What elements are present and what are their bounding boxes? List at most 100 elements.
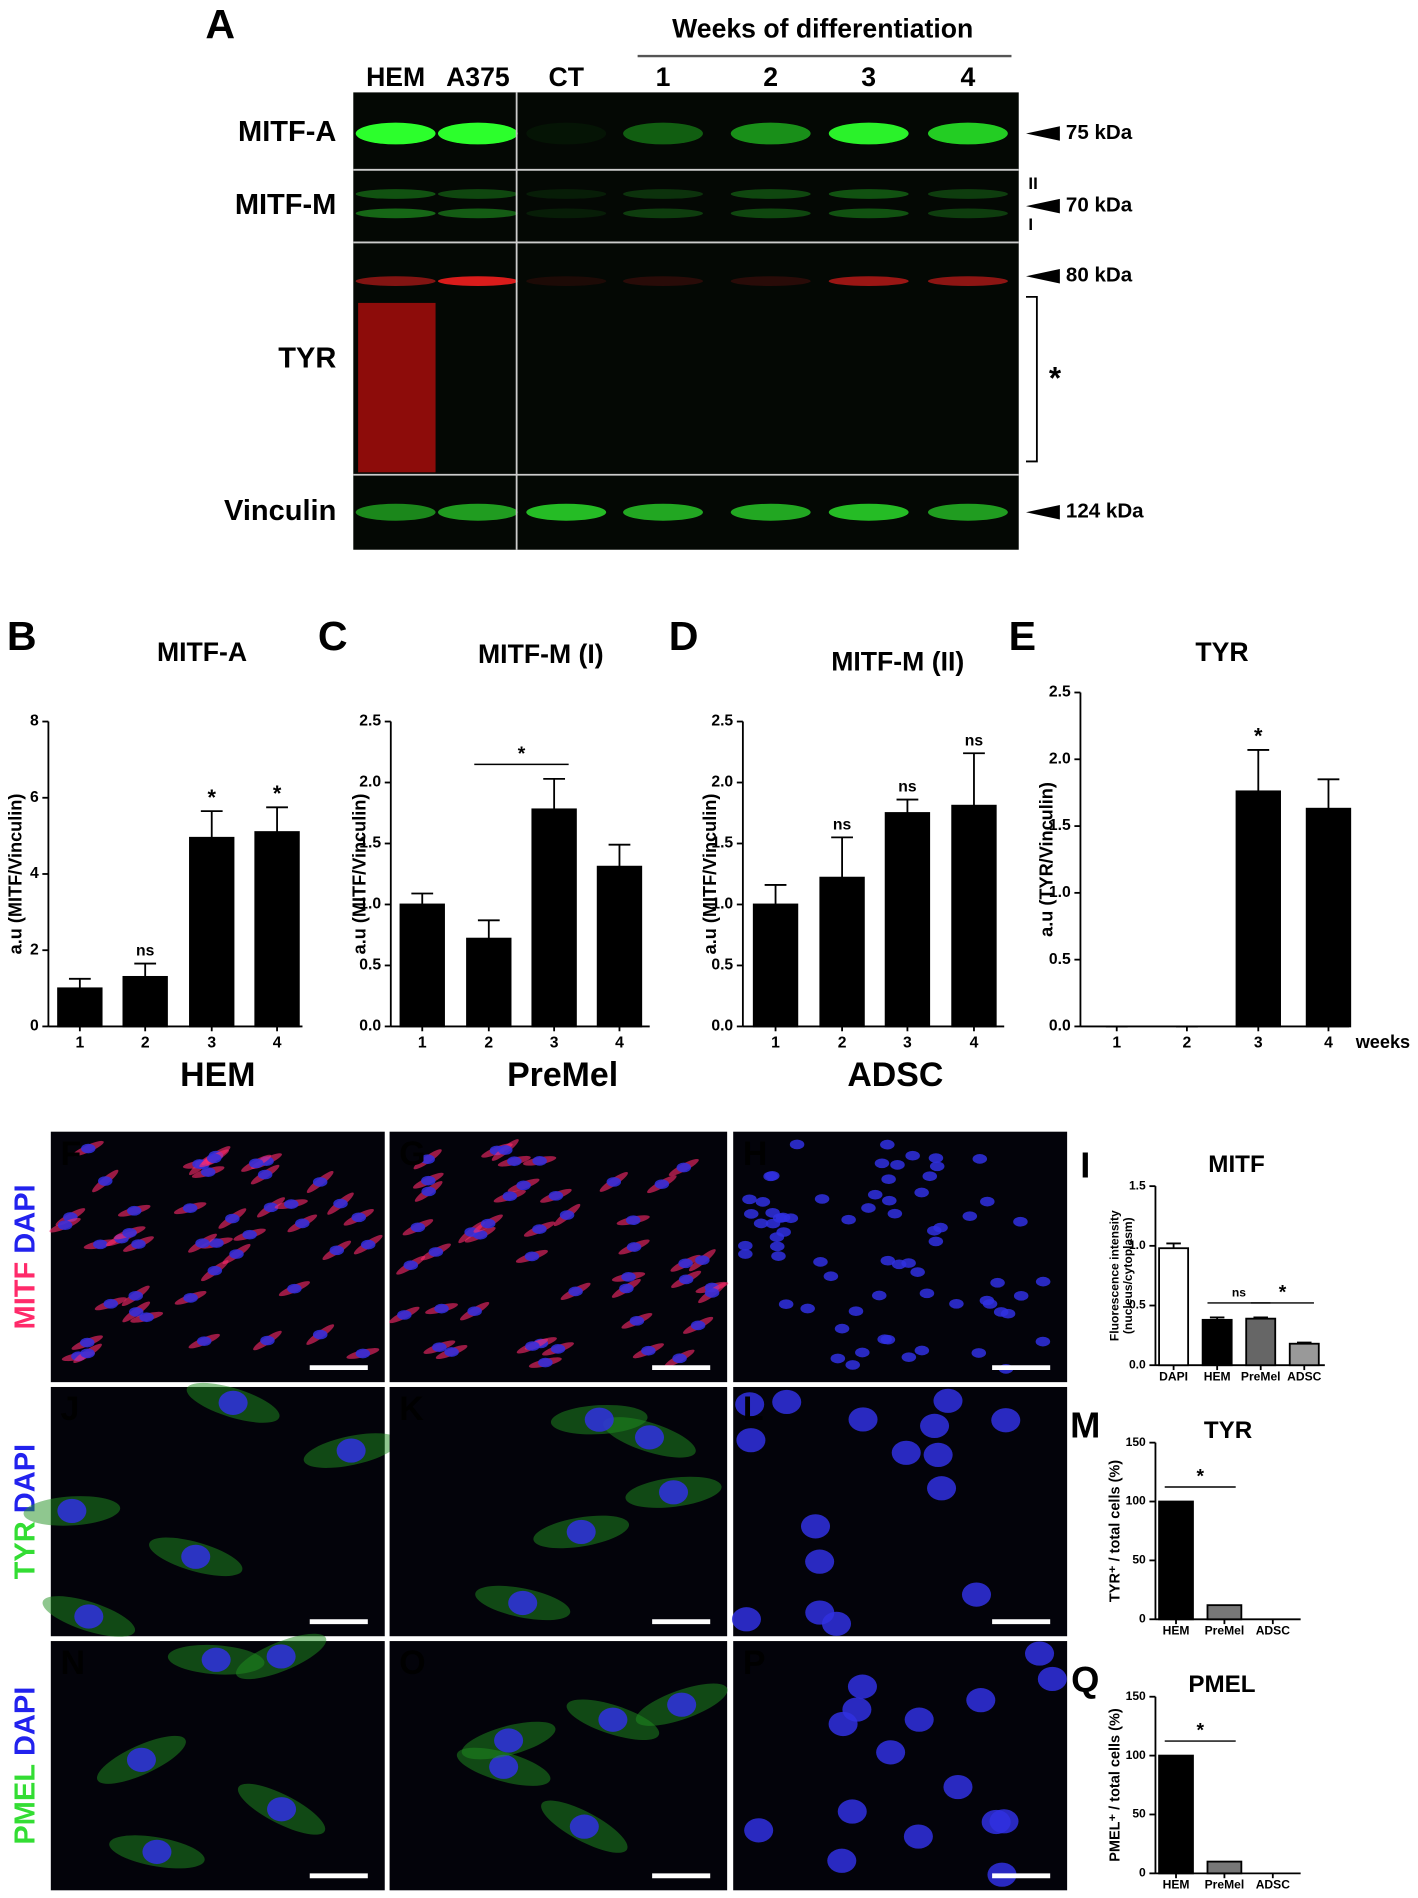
blot-image [353, 92, 1019, 550]
band [623, 503, 703, 521]
nucleus [841, 1214, 856, 1225]
row-label: TYR DAPI [9, 1444, 41, 1579]
nucleus [827, 1848, 857, 1873]
nucleus [861, 1203, 876, 1213]
lane-label: A375 [446, 62, 510, 92]
nucleus [403, 1260, 419, 1271]
y-tick-label: 1.0 [359, 896, 381, 913]
nucleus [929, 1161, 945, 1172]
x-tick-label: 3 [1254, 1035, 1263, 1052]
micrograph [733, 1641, 1068, 1891]
column-header: HEM [180, 1056, 255, 1094]
bar [1245, 1317, 1277, 1367]
nucleus [928, 1236, 944, 1247]
nucleus [821, 1611, 852, 1636]
nucleus [848, 1407, 878, 1432]
nucleus [142, 1839, 172, 1864]
nucleus [312, 1329, 328, 1340]
nucleus [508, 1590, 538, 1616]
nucleus [122, 1227, 137, 1238]
x-tick-label: 3 [550, 1035, 559, 1052]
y-tick-label: 4 [30, 865, 39, 882]
panel-letter: J [60, 1390, 79, 1428]
y-tick-label: 1.5 [711, 835, 733, 852]
y-tick-label: 0.5 [1129, 1298, 1146, 1312]
x-tick-label: ADSC [1256, 1624, 1291, 1638]
lane-label: 2 [763, 62, 778, 92]
band [623, 276, 703, 286]
nucleus [834, 1323, 850, 1334]
size-label: 70 kDa [1066, 194, 1133, 217]
nucleus [329, 1245, 345, 1256]
nucleus [207, 1265, 223, 1276]
nucleus [621, 1272, 636, 1282]
error-bar [266, 806, 288, 833]
panel-letter: L [743, 1390, 764, 1428]
nucleus [771, 1251, 786, 1261]
nucleus [1035, 1336, 1051, 1347]
nucleus [183, 1293, 198, 1303]
bar [254, 831, 300, 1028]
nucleus [598, 1707, 628, 1732]
nucleus [813, 1257, 828, 1267]
x-tick-label: ADSC [1256, 1878, 1291, 1892]
x-axis-label: weeks [1355, 1032, 1410, 1052]
band [828, 189, 909, 199]
nucleus [568, 1286, 583, 1297]
error-bar [1253, 1316, 1268, 1319]
nucleus [876, 1740, 906, 1765]
nucleus [971, 1348, 987, 1358]
nucleus [507, 1156, 522, 1167]
nucleus [103, 1298, 119, 1309]
nucleus [830, 1353, 846, 1364]
nucleus [57, 1220, 73, 1231]
nucleus [678, 1258, 693, 1269]
nucleus [421, 1175, 436, 1186]
error-bar [411, 892, 434, 905]
nucleus [805, 1549, 835, 1574]
nucleus [360, 1239, 376, 1250]
nucleus [641, 1345, 656, 1356]
y-tick-label: 2.5 [359, 713, 381, 730]
band [526, 189, 607, 199]
x-tick-label: HEM [1163, 1624, 1190, 1638]
nucleus [783, 1213, 799, 1224]
band [355, 276, 436, 286]
nucleus [295, 1218, 310, 1229]
significance-label: ns [833, 816, 852, 833]
nucleus [625, 1215, 641, 1226]
error-bar [1209, 1316, 1225, 1320]
x-tick-label: 2 [838, 1035, 847, 1052]
nucleus [744, 1209, 759, 1219]
nucleus [263, 1202, 279, 1213]
y-tick-label: 100 [1126, 1748, 1146, 1762]
band [355, 189, 436, 199]
nucleus [229, 1249, 244, 1259]
nucleus [287, 1283, 302, 1294]
nucleus [225, 1213, 240, 1224]
nucleus [489, 1754, 519, 1779]
nucleus [432, 1342, 447, 1353]
nucleus [634, 1425, 665, 1450]
lane-label: 1 [656, 62, 671, 92]
error-bar [200, 810, 223, 838]
size-arrow [1025, 198, 1060, 214]
row-label: Vinculin [224, 495, 336, 527]
nucleus [566, 1519, 596, 1545]
y-tick-label: 100 [1126, 1494, 1146, 1508]
panel-letter: M [1070, 1405, 1100, 1446]
y-axis-label: (nucleus/cytoplasm) [1121, 1217, 1135, 1334]
nucleus [467, 1306, 482, 1317]
panel-letter: N [60, 1644, 84, 1682]
nucleus [196, 1336, 212, 1346]
y-tick-label: 2.0 [1049, 750, 1071, 767]
nucleus [887, 1208, 903, 1219]
y-axis-label: a.u (MITF/Vinculin) [349, 794, 369, 955]
comparison-label: * [1196, 1465, 1204, 1487]
y-tick-label: 0 [30, 1018, 39, 1035]
x-tick-label: 1 [75, 1035, 84, 1052]
nucleus [79, 1337, 95, 1348]
significance-label: ns [898, 779, 917, 796]
significance-label: * [207, 785, 216, 810]
